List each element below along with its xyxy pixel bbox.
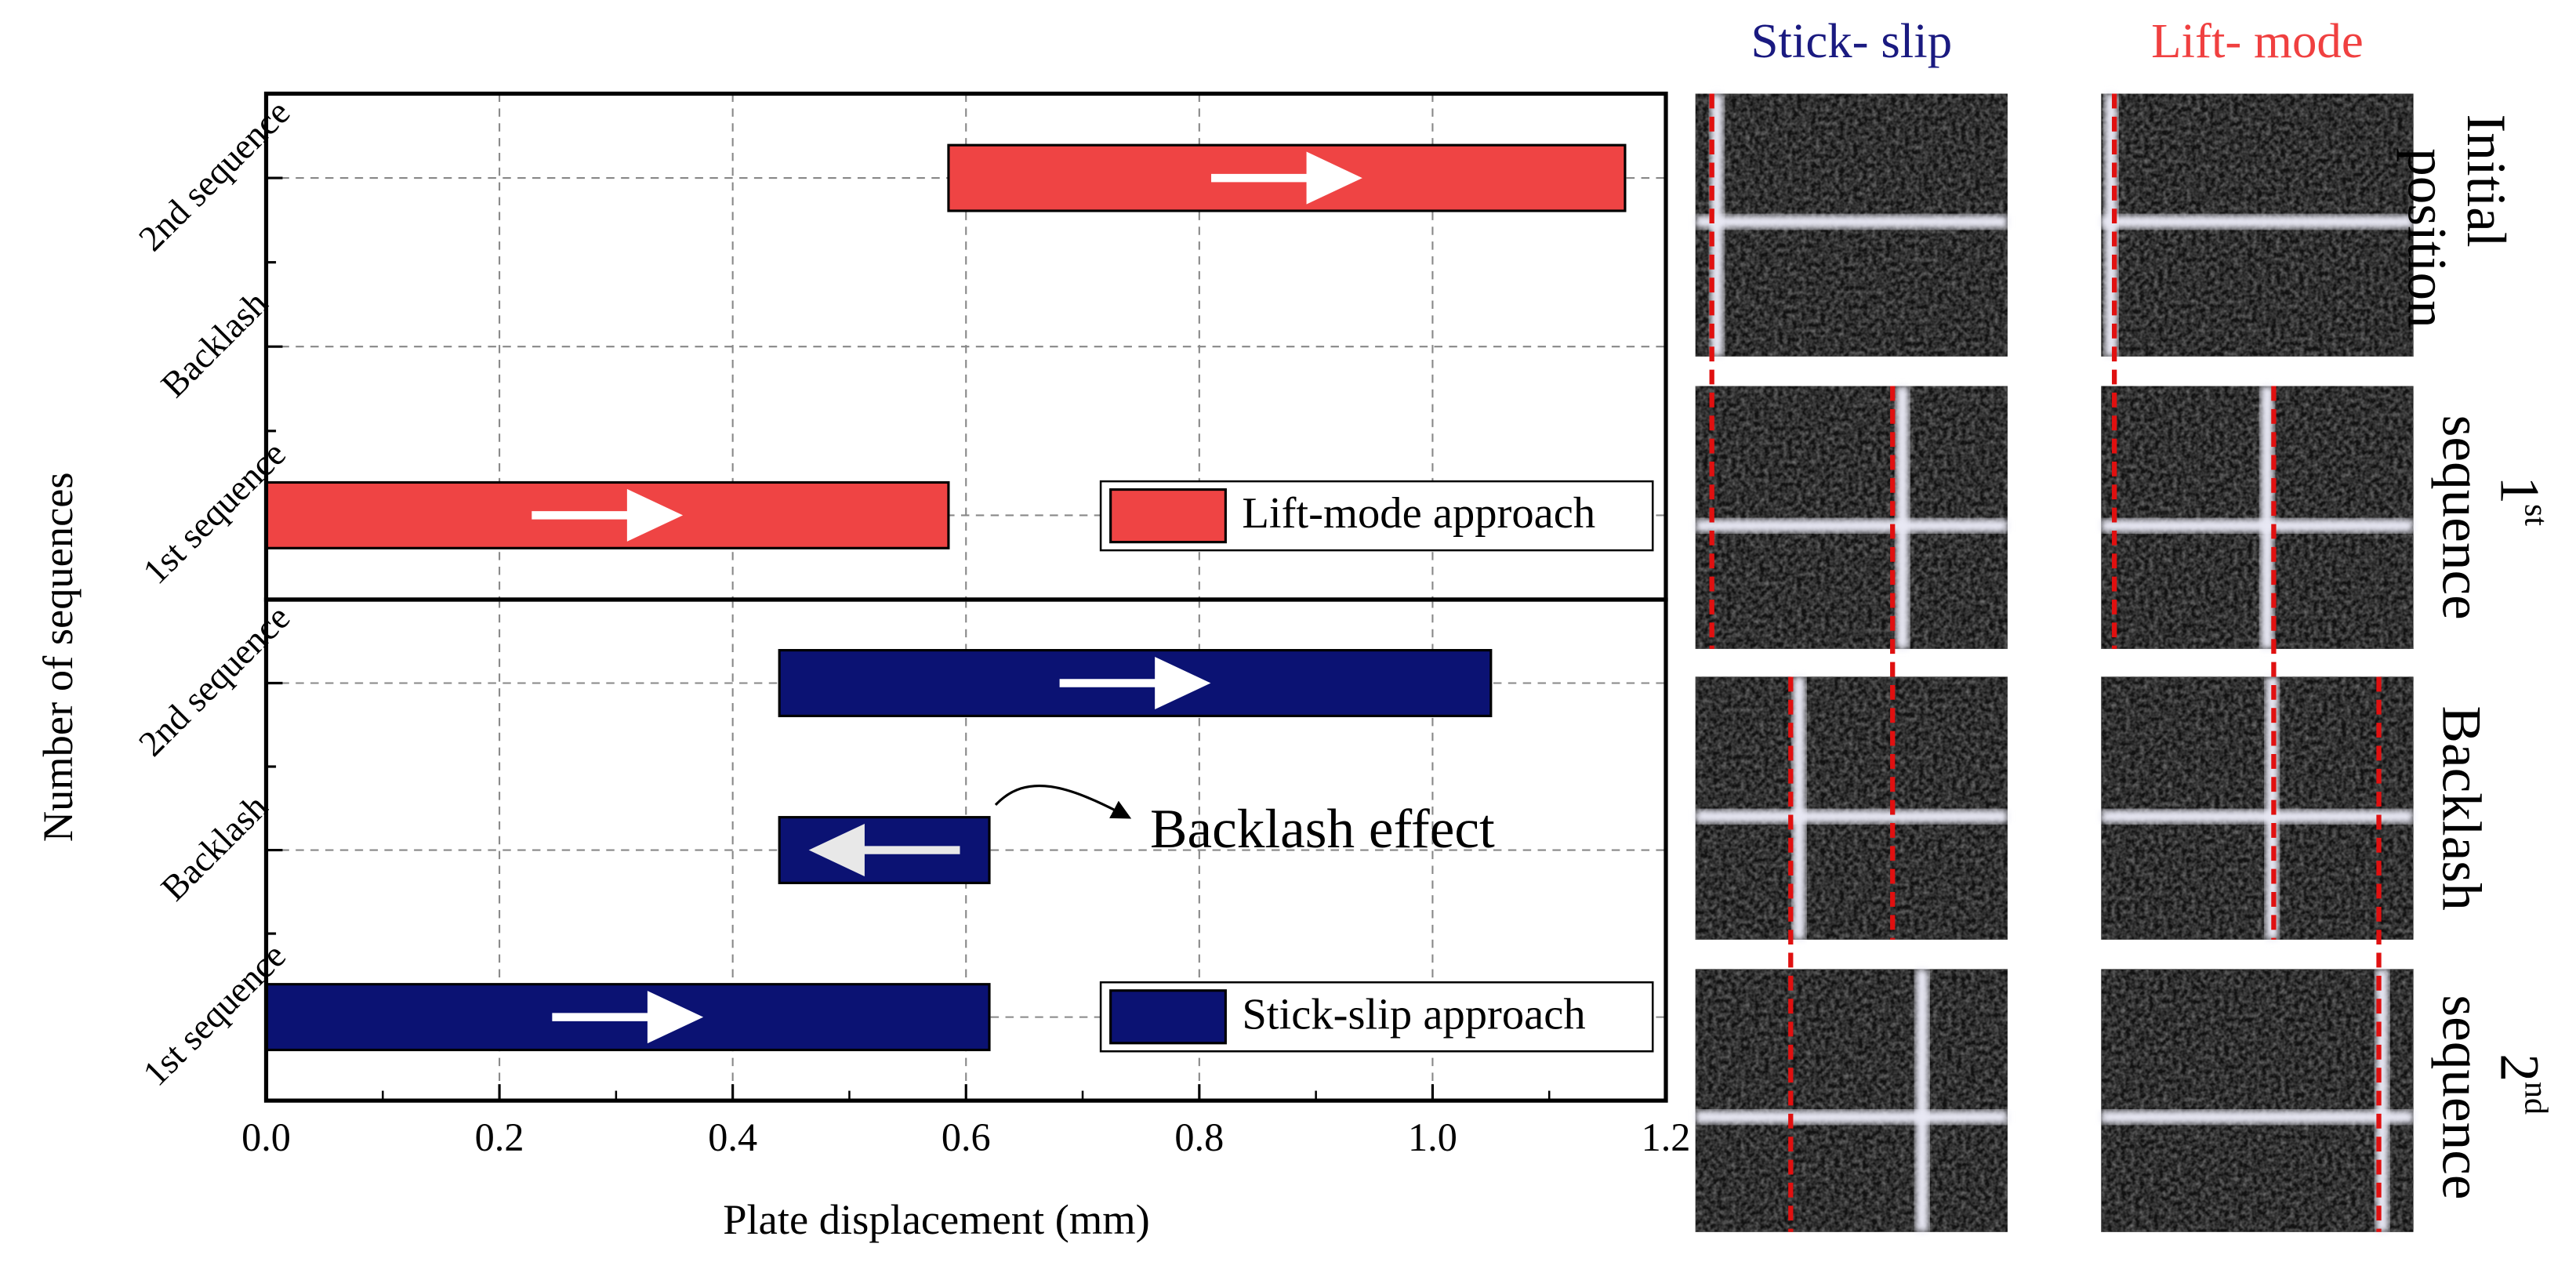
x-tick-label: 0.2 <box>475 1115 524 1159</box>
scratch-horizontal <box>2101 810 2414 823</box>
scratch-vertical <box>1915 969 1929 1232</box>
row-label: Initial <box>2455 114 2516 247</box>
row-label: 2nd <box>2488 1053 2554 1115</box>
column-title: Lift- mode <box>2151 13 2364 68</box>
direction-arrow-head <box>1306 151 1362 205</box>
row-labels: Initial position 1st sequence Backlash 2… <box>2396 114 2554 1199</box>
scratch-horizontal <box>2101 1110 2414 1124</box>
column-title: Stick- slip <box>1751 13 1952 68</box>
row-label: position <box>2396 148 2458 328</box>
y-axis-label: Number of sequences <box>34 472 82 842</box>
scratch-vertical <box>1792 676 1806 940</box>
x-tick-label: 1.0 <box>1408 1115 1457 1159</box>
direction-arrow-head <box>1155 656 1211 710</box>
row-label: 1st <box>2488 476 2554 526</box>
row-label-suffix: st <box>2518 504 2554 526</box>
micrograph-texture <box>1695 969 2008 1232</box>
x-tick-label: 0.8 <box>1174 1115 1224 1159</box>
scratch-horizontal <box>2101 519 2414 533</box>
direction-arrow-head <box>626 488 684 542</box>
scratch-vertical <box>2104 93 2118 357</box>
scratch-horizontal <box>1695 519 2008 533</box>
row-label-suffix: nd <box>2518 1082 2554 1115</box>
annotation: Backlash effect <box>1150 799 1495 860</box>
micrographs <box>1695 93 2414 1232</box>
x-tick-label: 1.2 <box>1642 1115 1691 1159</box>
x-tick-label: 0.4 <box>708 1115 757 1159</box>
scratch-vertical <box>1710 93 1724 357</box>
micrograph-texture <box>1695 386 2008 649</box>
legend-label: Stick-slip approach <box>1242 990 1585 1039</box>
row-label: Backlash <box>2431 706 2492 911</box>
micrograph-texture <box>2101 386 2414 649</box>
row-label: 2 <box>2488 1053 2549 1082</box>
scratch-horizontal <box>1695 810 2008 823</box>
scratch-horizontal <box>1695 215 2008 229</box>
row-label: sequence <box>2431 415 2492 620</box>
x-tick-label: 0.6 <box>942 1115 991 1159</box>
scratch-horizontal <box>2101 215 2414 229</box>
y-tick-label: 2nd sequence <box>131 597 298 764</box>
y-tick-label: 2nd sequence <box>131 92 298 259</box>
x-tick-label: 0.0 <box>241 1115 291 1159</box>
micrograph-texture <box>2101 676 2414 940</box>
scratch-horizontal <box>1695 1110 2008 1124</box>
y-tick-label: Backlash <box>153 283 275 405</box>
legend-swatch <box>1109 488 1227 544</box>
direction-arrow-head <box>647 991 704 1044</box>
micrograph-texture <box>1695 676 2008 940</box>
legend-label: Lift-mode approach <box>1242 489 1595 538</box>
x-axis-label: Plate displacement (mm) <box>723 1195 1150 1243</box>
direction-arrow-head <box>808 824 865 877</box>
legend-swatch <box>1109 989 1227 1045</box>
micrograph-texture <box>2101 969 2414 1232</box>
scratch-vertical <box>1896 386 1910 649</box>
annotation-arrow <box>994 784 1132 819</box>
row-label: sequence <box>2431 995 2492 1199</box>
y-tick-label: Backlash <box>153 786 275 908</box>
row-label: 1 <box>2488 476 2549 504</box>
scratch-vertical <box>2260 386 2274 649</box>
